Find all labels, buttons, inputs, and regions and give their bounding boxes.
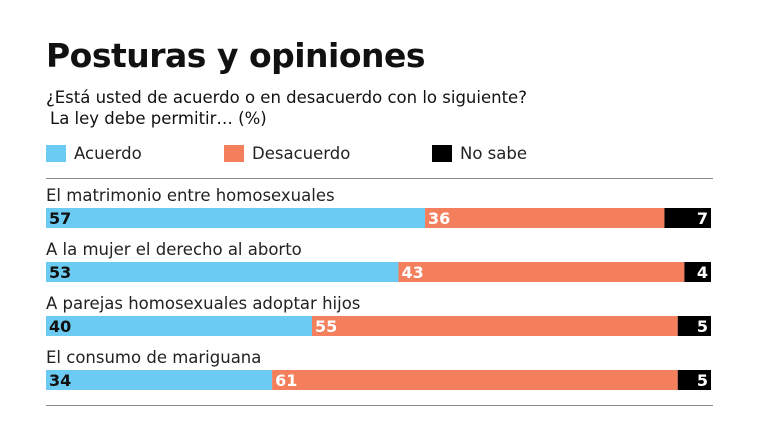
category-label: El consumo de mariguana <box>46 348 261 367</box>
legend-label-desacuerdo: Desacuerdo <box>252 144 351 163</box>
bar-segment-no-sabe <box>684 262 711 282</box>
legend-label-acuerdo: Acuerdo <box>74 144 142 163</box>
bar-segment-acuerdo <box>46 208 426 228</box>
category-label: El matrimonio entre homosexuales <box>46 186 335 205</box>
bar-segment-desacuerdo <box>272 370 678 390</box>
bar-segment-no-sabe <box>664 208 711 228</box>
bar-segment-no-sabe <box>677 316 711 336</box>
legend-swatch-acuerdo <box>46 145 66 162</box>
category-label: A la mujer el derecho al aborto <box>46 240 302 259</box>
divider-bottom <box>46 405 713 406</box>
chart-title: Posturas y opiniones <box>46 36 426 75</box>
data-label-no-sabe: 5 <box>697 317 708 336</box>
data-label-desacuerdo: 61 <box>275 371 297 390</box>
bar-segment-desacuerdo <box>425 208 665 228</box>
data-label-desacuerdo: 36 <box>428 209 450 228</box>
bar-segment-desacuerdo <box>312 316 678 336</box>
data-label-no-sabe: 4 <box>697 263 708 282</box>
data-label-no-sabe: 5 <box>697 371 708 390</box>
data-label-no-sabe: 7 <box>697 209 708 228</box>
bar-segment-acuerdo <box>46 370 273 390</box>
data-label-acuerdo: 53 <box>49 263 71 282</box>
legend-swatch-no-sabe <box>432 145 452 162</box>
data-label-desacuerdo: 55 <box>315 317 337 336</box>
category-label: A parejas homosexuales adoptar hijos <box>46 294 360 313</box>
bar-segment-acuerdo <box>46 262 399 282</box>
data-label-acuerdo: 40 <box>49 317 71 336</box>
legend-label-no-sabe: No sabe <box>460 144 528 163</box>
data-label-desacuerdo: 43 <box>401 263 423 282</box>
chart-subtitle: ¿Está usted de acuerdo o en desacuerdo c… <box>46 88 527 107</box>
data-label-acuerdo: 57 <box>49 209 71 228</box>
legend-swatch-desacuerdo <box>224 145 244 162</box>
data-label-acuerdo: 34 <box>49 371 71 390</box>
chart-subtitle-secondary: La ley debe permitir… (%) <box>50 109 267 128</box>
bar-segment-desacuerdo <box>398 262 685 282</box>
divider-top <box>46 178 713 179</box>
bar-segment-no-sabe <box>677 370 711 390</box>
bar-segment-acuerdo <box>46 316 312 336</box>
